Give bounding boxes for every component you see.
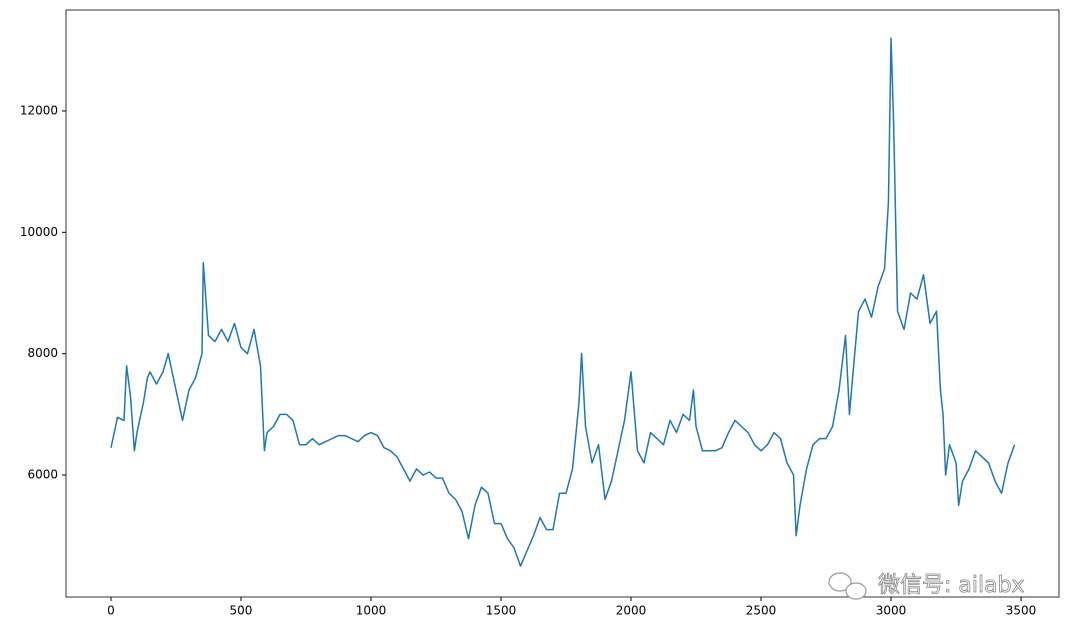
y-tick-label: 8000 xyxy=(27,346,58,360)
plot-frame xyxy=(65,9,1060,598)
x-tick-label: 500 xyxy=(230,604,253,618)
x-tick-label: 2000 xyxy=(616,604,647,618)
line-series xyxy=(110,37,1016,567)
y-tick-label: 12000 xyxy=(20,103,58,117)
x-tick-label: 1500 xyxy=(486,604,517,618)
watermark-icon xyxy=(828,572,867,600)
y-tick-label: 10000 xyxy=(20,225,58,239)
watermark: 微信号: ailabx xyxy=(878,573,1025,598)
x-tick-label: 3500 xyxy=(1006,604,1037,618)
x-tick-label: 1000 xyxy=(356,604,387,618)
x-tick-label: 3000 xyxy=(876,604,907,618)
y-tick-label: 6000 xyxy=(27,468,58,482)
x-tick-label: 0 xyxy=(107,604,115,618)
x-tick-label: 2500 xyxy=(746,604,777,618)
